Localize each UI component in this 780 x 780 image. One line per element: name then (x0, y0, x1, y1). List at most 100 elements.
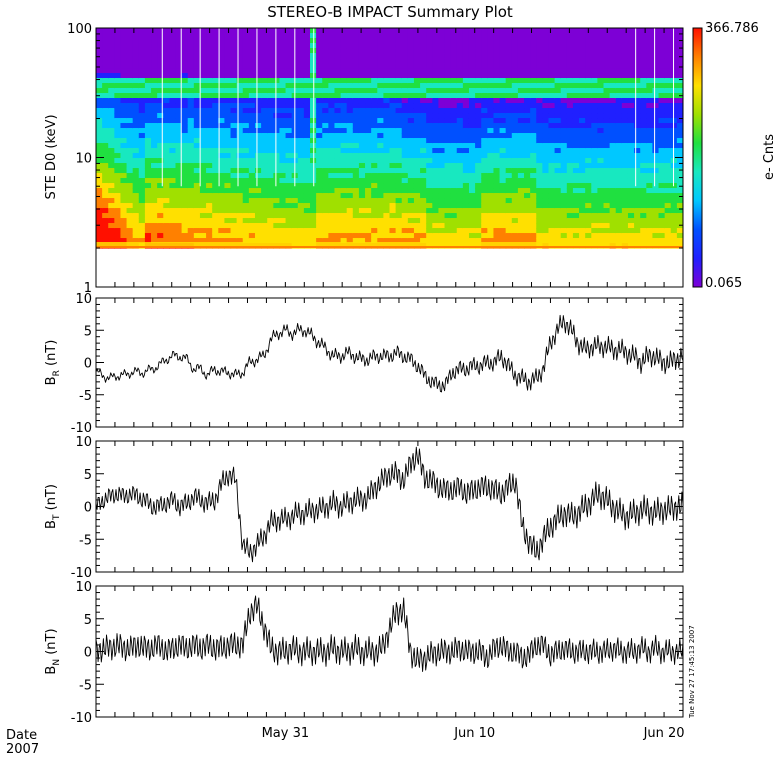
spectrogram-cell (438, 138, 446, 144)
spectrogram-cell (371, 148, 378, 154)
spectrogram-cell (365, 203, 372, 209)
spectrogram-cell (108, 203, 115, 209)
spectrogram-cell (615, 213, 623, 219)
spectrogram-cell (193, 198, 201, 204)
spectrogram-cell (542, 58, 550, 64)
spectrogram-cell (542, 218, 550, 224)
spectrogram-cell (560, 28, 568, 34)
spectrogram-cell (163, 233, 170, 239)
spectrogram-cell (646, 108, 654, 114)
spectrogram-cell (597, 33, 605, 39)
spectrogram-cell (322, 218, 329, 224)
spectrogram-cell (303, 78, 311, 84)
spectrogram-cell (273, 213, 281, 219)
spectrogram-cell (658, 228, 666, 234)
spectrogram-cell (536, 138, 543, 144)
spectrogram-cell (254, 48, 262, 54)
spectrogram-cell (206, 33, 213, 39)
spectrogram-cell (548, 223, 556, 229)
spectrogram-cell (536, 148, 543, 154)
spectrogram-cell (365, 93, 372, 99)
spectrogram-cell (407, 223, 415, 229)
spectrogram-cell (481, 43, 488, 49)
spectrogram-cell (230, 193, 238, 199)
spectrogram-cell (322, 238, 329, 244)
spectrogram-cell (517, 163, 525, 169)
spectrogram-cell (175, 33, 183, 39)
spectrogram-cell (615, 133, 623, 139)
spectrogram-cell (511, 28, 519, 34)
spectrogram-cell (676, 223, 683, 229)
spectrogram-cell (542, 233, 550, 239)
spectrogram-cell (560, 138, 568, 144)
spectrogram-cell (481, 213, 488, 219)
spectrogram-cell (126, 208, 134, 214)
spectrogram-cell (108, 118, 115, 124)
spectrogram-cell (102, 88, 109, 94)
spectrogram-cell (413, 48, 421, 54)
spectrogram-cell (493, 158, 501, 164)
spectrogram-cell (114, 153, 122, 159)
y-tick-label: 5 (84, 468, 92, 483)
spectrogram-cell (395, 88, 403, 94)
spectrogram-cell (138, 148, 146, 154)
spectrogram-cell (444, 203, 452, 209)
spectrogram-cell (297, 78, 305, 84)
y-tick-label: 10 (75, 152, 92, 167)
spectrogram-cell (358, 163, 366, 169)
spectrogram-cell (169, 168, 177, 174)
spectrogram-cell (456, 123, 464, 129)
spectrogram-cell (224, 133, 232, 139)
spectrogram-cell (273, 203, 281, 209)
spectrogram-cell (530, 223, 537, 229)
spectrogram-cell (352, 198, 360, 204)
spectrogram-cell (579, 203, 586, 209)
spectrogram-cell (285, 123, 293, 129)
spectrogram-cell (273, 93, 281, 99)
spectrogram-cell (108, 103, 115, 109)
spectrogram-cell (383, 118, 391, 124)
spectrogram-cell (468, 48, 476, 54)
spectrogram-cell (236, 238, 244, 244)
spectrogram-cell (499, 218, 507, 224)
spectrogram-cell (530, 93, 537, 99)
spectrogram-cell (432, 73, 440, 79)
spectrogram-cell (132, 158, 140, 164)
spectrogram-cell (206, 63, 213, 69)
spectrogram-cell (468, 43, 476, 49)
spectrogram-cell (96, 118, 103, 124)
spectrogram-cell (206, 228, 213, 234)
spectrogram-cell (548, 43, 556, 49)
spectrogram-cell (285, 213, 293, 219)
spectrogram-cell (499, 168, 507, 174)
spectrogram-cell (603, 148, 611, 154)
spectrogram-cell (640, 208, 647, 214)
spectrogram-cell (426, 93, 433, 99)
spectrogram-cell (242, 153, 250, 159)
spectrogram-cell (316, 78, 323, 84)
spectrogram-cell (432, 128, 440, 134)
spectrogram-cell (267, 103, 274, 109)
spectrogram-cell (138, 78, 146, 84)
spectrogram-cell (138, 218, 146, 224)
spectrogram-cell (102, 128, 109, 134)
spectrogram-cell (505, 93, 513, 99)
spectrogram-cell (151, 208, 158, 214)
spectrogram-cell (560, 163, 568, 169)
spectrogram-cell (481, 28, 488, 34)
spectrogram-cell (413, 193, 421, 199)
spectrogram-cell (279, 43, 287, 49)
spectrogram-cell (303, 68, 311, 74)
spectrogram-cell (383, 168, 391, 174)
spectrogram-cell (230, 148, 238, 154)
spectrogram-cell (273, 83, 281, 89)
spectrogram-cell (114, 193, 122, 199)
spectrogram-cell (175, 48, 183, 54)
spectrogram-cell (475, 103, 482, 109)
spectrogram-cell (206, 208, 213, 214)
spectrogram-cell (303, 38, 311, 44)
spectrogram-cell (322, 108, 329, 114)
spectrogram-cell (456, 113, 464, 119)
spectrogram-cell (432, 118, 440, 124)
